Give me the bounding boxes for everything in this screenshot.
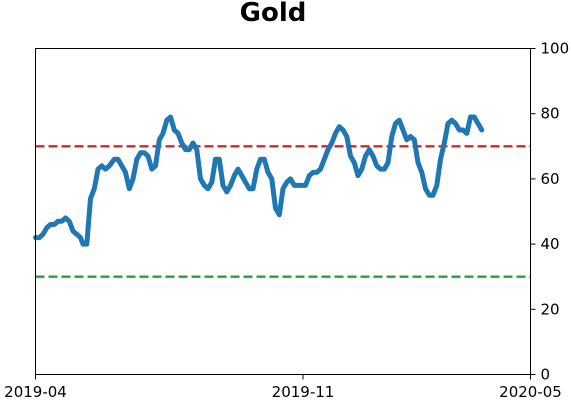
- x-tick-label: 2019-04: [4, 383, 67, 401]
- y-axis-ticks: 0 20 40 60 80 100: [530, 40, 570, 384]
- series-line: [33, 114, 485, 247]
- y-tick-label: 20: [541, 300, 560, 318]
- series-layer: [33, 114, 485, 247]
- y-tick-label: 40: [541, 235, 560, 253]
- y-tick-label: 100: [541, 40, 570, 58]
- x-tick-label: 2019-11: [272, 383, 335, 401]
- x-tick-label: 2020-05: [499, 383, 562, 401]
- chart-title: Gold: [240, 0, 307, 28]
- y-tick-label: 0: [541, 366, 551, 384]
- reference-lines: [35, 145, 531, 278]
- y-tick-label: 60: [541, 170, 560, 188]
- x-axis-ticks: 2019-04 2019-11 2020-05: [4, 374, 562, 401]
- y-tick-label: 80: [541, 105, 560, 123]
- plot-frame: [35, 48, 531, 375]
